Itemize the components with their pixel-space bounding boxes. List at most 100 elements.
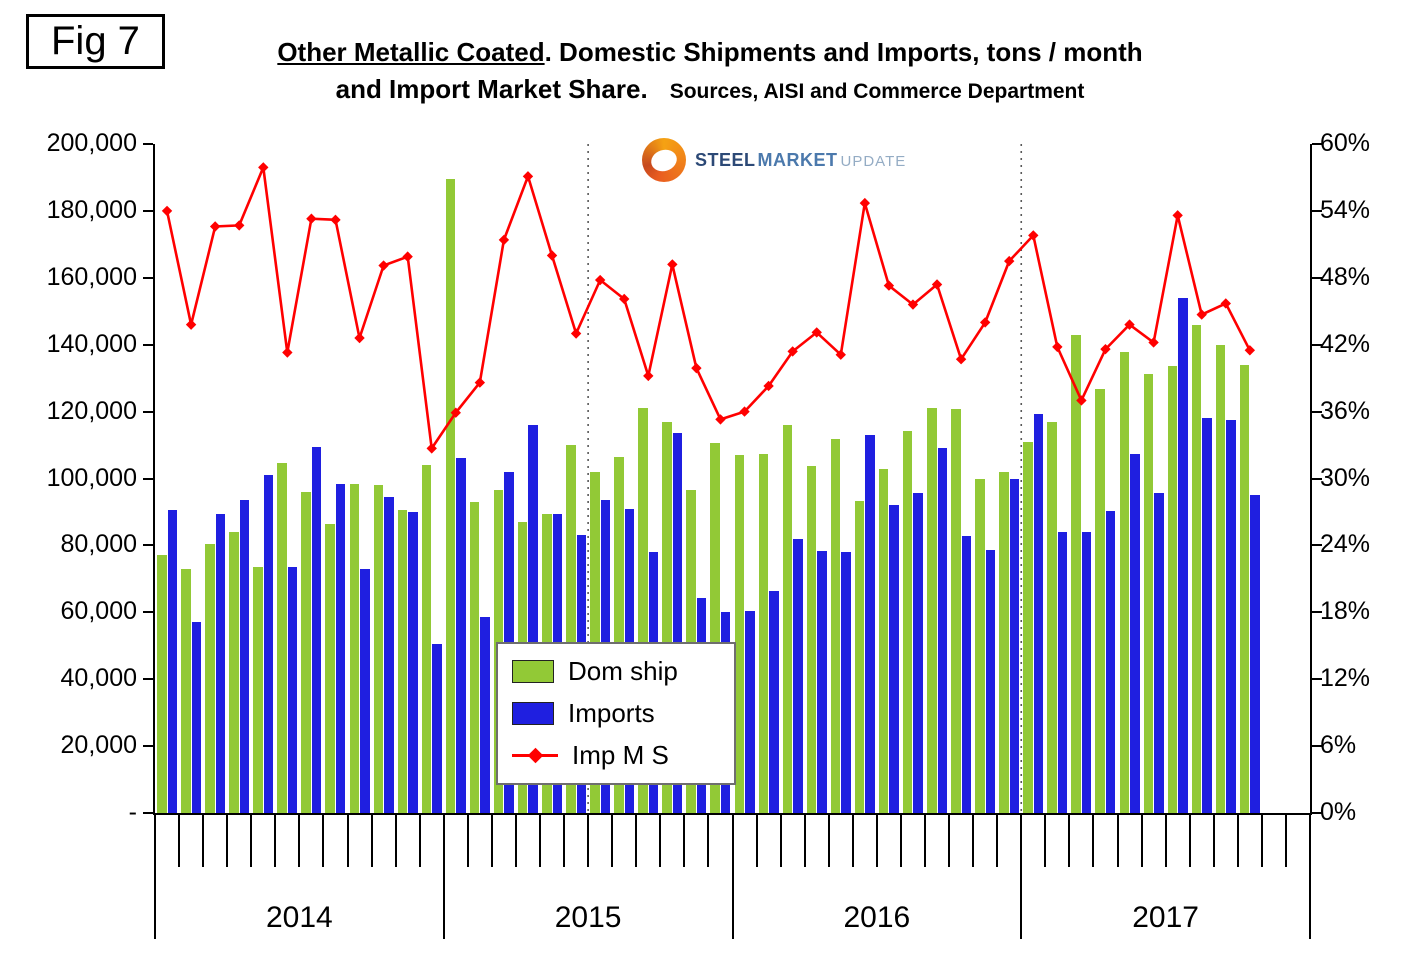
- imports-bar: [769, 590, 779, 813]
- legend-label-imports: Imports: [568, 698, 655, 728]
- imports-bar: [672, 433, 683, 813]
- dom-ship-bar: [397, 510, 408, 813]
- import-share-marker-icon: [354, 332, 365, 344]
- import-share-marker-icon: [1244, 345, 1256, 356]
- import-share-marker-icon: [570, 328, 582, 339]
- legend-item-imports: Imports: [512, 698, 720, 729]
- imports-bar: [865, 435, 875, 813]
- month-tick: [226, 815, 229, 867]
- smu-logo-market: MARKET: [757, 149, 838, 170]
- imports-bar: [360, 568, 370, 813]
- imports-bar: [1105, 510, 1116, 813]
- import-share-marker-icon: [667, 259, 678, 270]
- year-tick: [442, 815, 445, 939]
- month-tick: [490, 815, 493, 867]
- imports-bar: [1226, 419, 1236, 813]
- imports-bar: [1154, 492, 1164, 813]
- imports-bar: [1130, 454, 1140, 813]
- imports-bar: [937, 448, 947, 813]
- imports-bar: [793, 538, 803, 813]
- left-axis-tick: [143, 477, 153, 480]
- right-axis-tick: [1312, 343, 1322, 346]
- left-value-axis: 200,000 180,000 160,000 140,000 120,000 100,0…: [0, 129, 145, 826]
- left-axis-tick: [143, 209, 153, 212]
- left-axis-tick: [143, 143, 153, 145]
- month-tick: [635, 815, 638, 867]
- dom-ship-bar: [1191, 325, 1202, 813]
- import-share-marker-icon: [1028, 230, 1039, 241]
- imports-bar: [961, 536, 972, 813]
- imports-bar: [745, 611, 755, 813]
- dom-ship-bar: [205, 543, 215, 813]
- month-tick: [948, 815, 951, 867]
- left-axis-tick-label: 120,000: [46, 396, 137, 425]
- figure-number-box: Fig 7: [26, 14, 165, 69]
- right-axis-tick: [1312, 544, 1322, 547]
- dom-ship-bar: [1095, 388, 1105, 813]
- dom-ship-bar: [1239, 364, 1250, 813]
- month-tick: [1284, 815, 1287, 867]
- imports-bar: [335, 483, 346, 813]
- year-label-2015: 2015: [554, 901, 622, 934]
- right-axis-tick-label: 54%: [1320, 195, 1371, 224]
- import-share-marker-icon: [763, 380, 774, 392]
- left-axis-tick-label: 140,000: [46, 329, 137, 358]
- imports-bar: [432, 644, 442, 813]
- imports-bar: [985, 550, 996, 813]
- imports-bar: [1081, 532, 1092, 813]
- dom-ship-bar: [782, 424, 793, 813]
- left-axis-tick: [143, 678, 153, 681]
- left-axis-tick: [143, 745, 153, 748]
- imports-bar: [1033, 413, 1044, 813]
- right-axis-tick-label: 60%: [1320, 129, 1371, 157]
- year-label-2014: 2014: [266, 901, 333, 934]
- dom-ship-bar: [229, 532, 239, 813]
- imports-bar: [215, 513, 226, 813]
- imports-bar: [1202, 418, 1212, 813]
- import-share-marker-icon: [691, 362, 702, 374]
- month-tick: [1044, 815, 1047, 867]
- month-tick: [514, 815, 517, 867]
- import-share-marker-icon: [883, 280, 895, 291]
- right-axis-tick: [1312, 410, 1322, 413]
- import-share-marker-icon: [1052, 341, 1063, 353]
- imports-bar: [889, 505, 899, 813]
- smu-logo-icon: [642, 138, 686, 182]
- month-tick: [683, 815, 686, 867]
- right-axis-tick: [1312, 745, 1322, 748]
- left-axis-tick-label: 180,000: [46, 195, 137, 224]
- import-share-marker-icon: [1196, 309, 1207, 320]
- imports-bar: [408, 511, 418, 813]
- dom-ship-bar: [902, 431, 913, 813]
- imports-bar: [239, 500, 250, 813]
- right-axis-tick-label: 6%: [1320, 731, 1357, 760]
- month-tick: [803, 815, 806, 867]
- dom-ship-bar: [469, 501, 480, 813]
- month-tick: [539, 815, 541, 867]
- chart-title-line2-main: and Import Market Share.: [335, 74, 648, 104]
- month-tick: [1092, 815, 1095, 867]
- month-tick: [250, 815, 253, 867]
- left-axis-tick-label: 60,000: [60, 597, 137, 626]
- month-tick: [202, 815, 205, 867]
- left-axis-tick: [143, 276, 153, 279]
- dom-ship-bar: [614, 456, 624, 813]
- month-tick: [322, 815, 325, 867]
- month-tick: [659, 815, 662, 867]
- year-tick: [154, 815, 156, 939]
- dom-ship-bar: [1047, 421, 1057, 813]
- dom-ship-bar: [854, 500, 865, 813]
- category-axis: 2014 2015 2016 2017: [154, 815, 1311, 950]
- month-tick: [418, 815, 421, 867]
- smu-logo-text: STEEL MARKET UPDATE: [695, 150, 906, 171]
- import-share-marker-icon: [306, 213, 317, 224]
- dom-ship-bar: [373, 485, 384, 813]
- month-tick: [707, 815, 710, 867]
- month-tick: [972, 815, 975, 867]
- year-tick: [731, 815, 734, 939]
- imports-bar: [1178, 297, 1188, 813]
- import-share-marker-icon: [979, 317, 991, 328]
- import-share-marker-icon: [1004, 255, 1015, 267]
- import-share-marker-icon: [1172, 210, 1183, 221]
